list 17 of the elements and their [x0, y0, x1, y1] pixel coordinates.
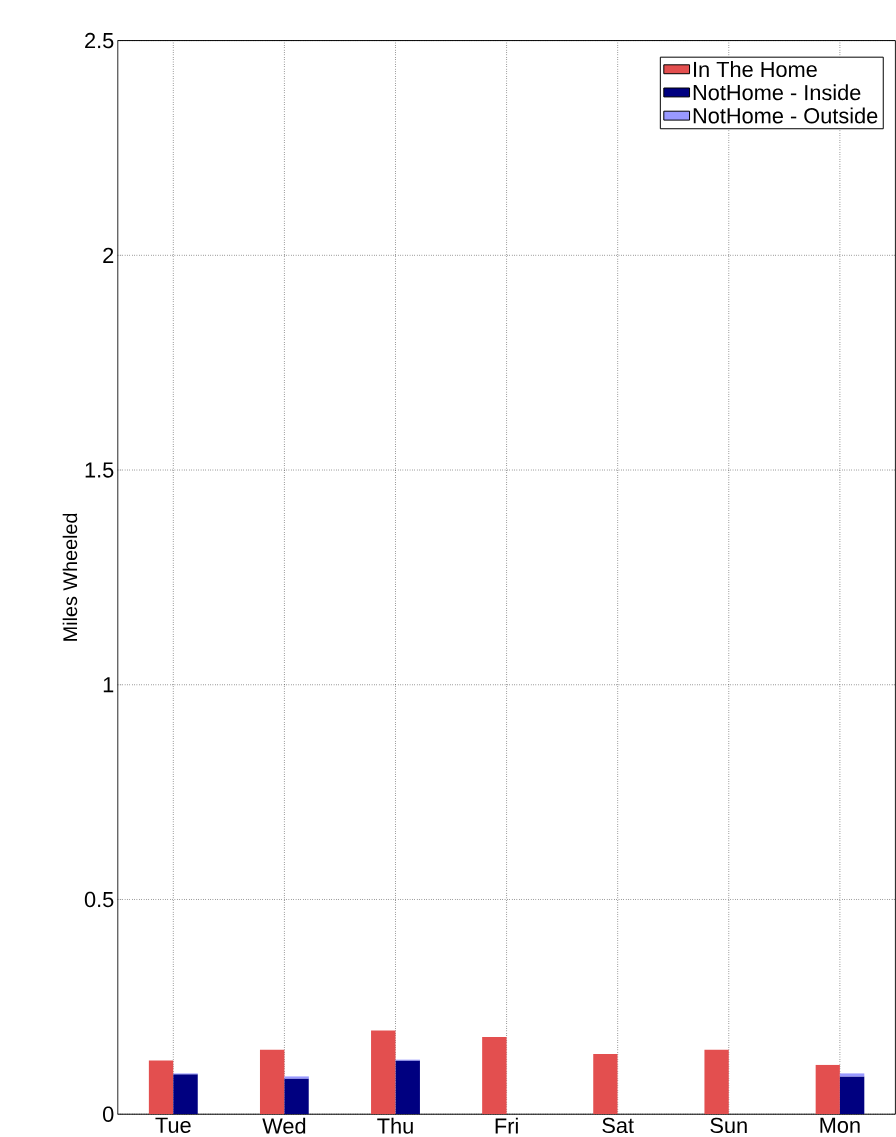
y-tick-label: 0.5 — [84, 891, 114, 908]
y-tick-label: 0 — [103, 1106, 114, 1122]
y-tick-label: 2.5 — [85, 32, 114, 49]
legend-label: In The Home — [694, 61, 817, 78]
legend-label: NotHome - Outside — [693, 107, 878, 124]
y-tick-label: 1 — [103, 677, 114, 693]
x-tick-label: Fri — [495, 1117, 518, 1134]
y-tick-label: 2 — [103, 247, 114, 263]
x-tick-label: Mon — [820, 1117, 860, 1133]
x-tick-label: Thu — [377, 1117, 413, 1134]
y-axis-title: Miles Wheeled — [62, 513, 78, 641]
x-tick-label: Tue — [155, 1117, 191, 1133]
x-tick-label: Sat — [602, 1117, 634, 1134]
x-tick-label: Wed — [262, 1117, 306, 1134]
y-tick-label: 1.5 — [85, 462, 114, 478]
x-tick-label: Sun — [710, 1117, 747, 1134]
legend-label: NotHome - Inside — [693, 84, 861, 101]
